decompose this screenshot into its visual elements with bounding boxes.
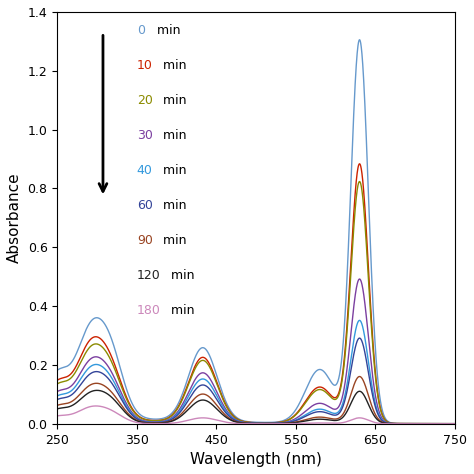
Text: 40: 40	[137, 164, 153, 177]
Text: 120: 120	[137, 269, 161, 283]
Text: min: min	[159, 59, 186, 73]
Text: min: min	[159, 129, 186, 142]
Text: min: min	[159, 200, 186, 212]
Text: min: min	[159, 164, 186, 177]
Text: min: min	[167, 269, 194, 283]
Text: 30: 30	[137, 129, 153, 142]
Text: min: min	[159, 234, 186, 247]
Text: min: min	[159, 94, 186, 107]
Text: 20: 20	[137, 94, 153, 107]
Text: 60: 60	[137, 200, 153, 212]
Text: 0: 0	[137, 24, 145, 37]
Text: min: min	[167, 304, 194, 318]
Text: 180: 180	[137, 304, 161, 318]
Text: min: min	[153, 24, 180, 37]
Y-axis label: Absorbance: Absorbance	[7, 173, 22, 263]
X-axis label: Wavelength (nm): Wavelength (nm)	[190, 452, 322, 467]
Text: 10: 10	[137, 59, 153, 73]
Text: 90: 90	[137, 234, 153, 247]
